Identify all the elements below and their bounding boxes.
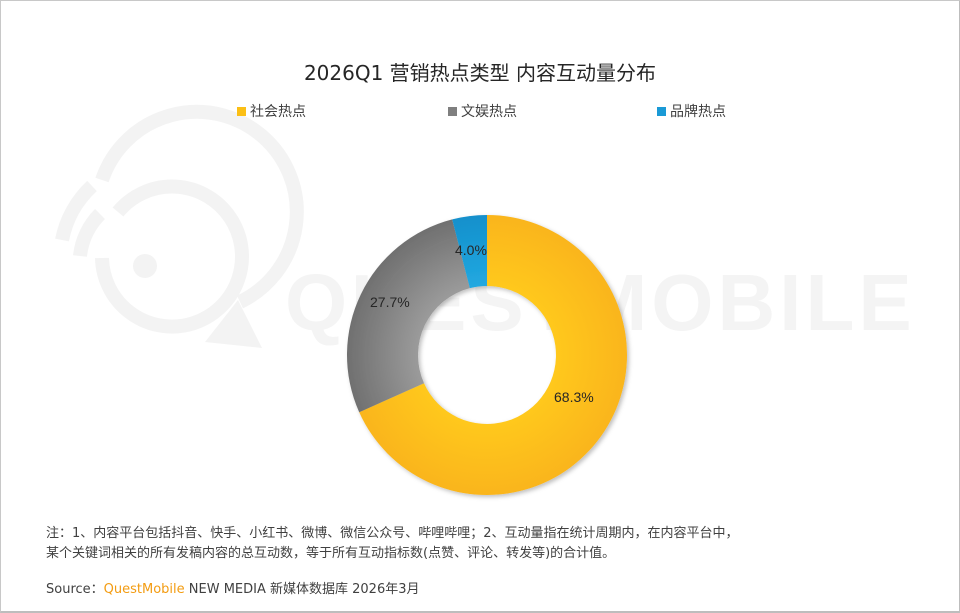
legend-swatch-entertainment (448, 106, 457, 116)
footnote-line-1: 注：1、内容平台包括抖音、快手、小红书、微博、微信公众号、哔哩哔哩；2、互动量指… (46, 526, 739, 541)
legend-label: 文娱热点 (461, 104, 517, 120)
source-prefix: Source： (46, 582, 104, 597)
legend-swatch-brand (657, 106, 666, 116)
source-line: Source：QuestMobile NEW MEDIA 新媒体数据库 2026… (46, 578, 420, 597)
legend-swatch-social (237, 106, 246, 116)
source-brand: QuestMobile (103, 582, 185, 597)
legend-item-entertainment[interactable]: 文娱热点 (448, 101, 517, 121)
slice-label-entertainment: 27.7% (370, 294, 410, 310)
slice-entertainment[interactable] (347, 219, 470, 413)
legend-label: 社会热点 (250, 104, 306, 120)
footnote: 注：1、内容平台包括抖音、快手、小红书、微博、微信公众号、哔哩哔哩；2、互动量指… (46, 524, 739, 564)
legend: 社会热点 文娱热点 品牌热点 (0, 101, 960, 121)
source-suffix: NEW MEDIA 新媒体数据库 2026年3月 (184, 582, 420, 597)
slice-label-brand: 4.0% (455, 242, 487, 258)
footnote-line-2: 某个关键词相关的所有发稿内容的总互动数，等于所有互动指标数(点赞、评论、转发等)… (46, 546, 616, 561)
chart-title: 2026Q1 营销热点类型 内容互动量分布 (303, 61, 657, 85)
slice-label-social: 68.3% (554, 389, 594, 405)
legend-item-social[interactable]: 社会热点 (237, 101, 306, 121)
legend-label: 品牌热点 (670, 104, 726, 120)
slice-brand[interactable] (452, 215, 487, 289)
slice-social[interactable] (359, 215, 627, 495)
legend-item-brand[interactable]: 品牌热点 (657, 101, 726, 121)
